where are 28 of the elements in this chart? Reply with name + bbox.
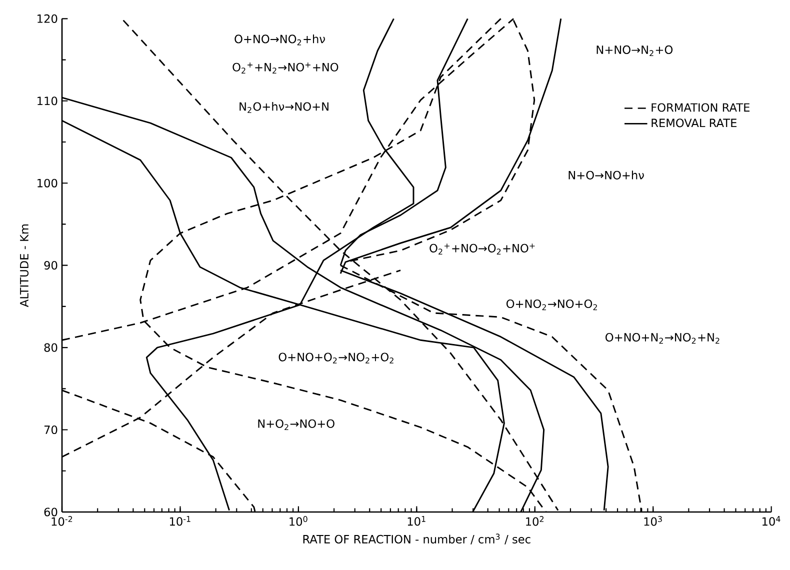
annotation: N+NO→N$_{2}$+O — [596, 45, 673, 56]
y-tick-label: 120 — [38, 14, 58, 23]
x-tick-label: 10$^{1}$ — [408, 516, 426, 526]
y-tick-label: 100 — [38, 178, 58, 188]
annotation: N+O$_{2}$→NO+O — [258, 419, 334, 430]
y-axis-title: ALTITUDE - Km — [20, 224, 29, 308]
legend-label: REMOVAL RATE — [652, 118, 736, 128]
annotation: O+NO+O$_{2}$→NO$_{2}$+O$_{2}$ — [278, 352, 394, 364]
legend-label: FORMATION RATE — [652, 103, 750, 112]
y-tick-label: 110 — [38, 96, 58, 106]
x-tick-label: 10$^{-1}$ — [170, 516, 190, 526]
y-tick-label: 60 — [44, 508, 58, 516]
annotation: N+O→NO+hν — [568, 170, 644, 180]
x-axis-title: RATE OF REACTION - number / cm$^{3}$ / sec — [303, 534, 530, 544]
y-tick-label: 80 — [44, 343, 58, 352]
y-tick-label: 90 — [44, 261, 58, 270]
x-tick-label: 10$^{4}$ — [762, 516, 780, 526]
annotation: O+NO+N$_{2}$→NO$_{2}$+N$_{2}$ — [606, 333, 720, 344]
x-tick-label: 10$^{0}$ — [290, 516, 308, 526]
x-tick-label: 10$^{3}$ — [644, 516, 662, 526]
annotation: O$_{2}$$^{+}$+N$_{2}$→NO$^{+}$+NO — [232, 62, 338, 74]
annotation: O+NO$_{2}$→NO+O$_{2}$ — [506, 299, 597, 310]
x-tick-label: 10$^{2}$ — [526, 516, 544, 526]
annotation: O+NO→NO$_{2}$+hν — [234, 34, 325, 46]
annotation: O$_{2}$$^{+}$+NO→O$_{2}$+NO$^{+}$ — [430, 244, 535, 255]
x-tick-label: 10$^{-2}$ — [52, 516, 72, 526]
annotation: N$_{2}$O+hν→NO+N — [240, 102, 328, 113]
y-tick-label: 70 — [44, 425, 58, 434]
